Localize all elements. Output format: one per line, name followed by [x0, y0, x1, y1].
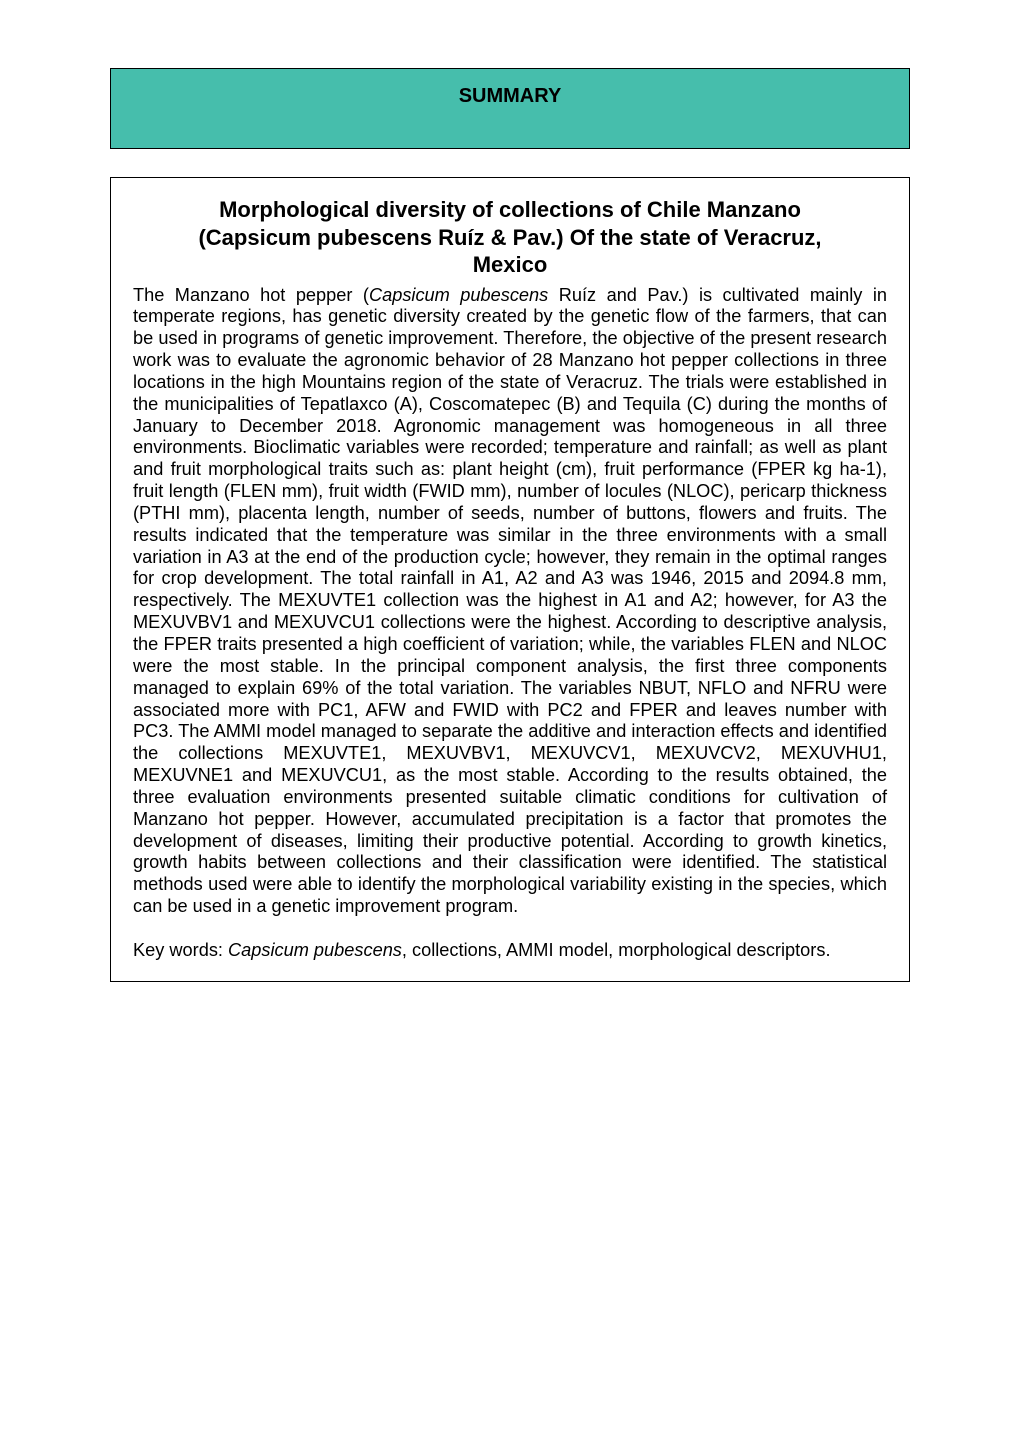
abstract-paragraph: The Manzano hot pepper (Capsicum pubesce…	[133, 285, 887, 918]
summary-header-label: SUMMARY	[459, 85, 562, 107]
content-box: Morphological diversity of collections o…	[110, 177, 910, 982]
spacer	[133, 918, 887, 938]
keywords-species-name: Capsicum pubescens	[228, 940, 402, 960]
title-line-2: (Capsicum pubescens Ruíz & Pav.) Of the …	[198, 225, 821, 250]
keywords-paragraph: Key words: Capsicum pubescens, collectio…	[133, 938, 887, 963]
abstract-species-name: Capsicum pubescens	[369, 285, 548, 305]
page: SUMMARY Morphological diversity of colle…	[0, 0, 1020, 1062]
keywords-prefix: Key words:	[133, 940, 228, 960]
abstract-post-species: Ruíz and Pav.) is cultivated mainly in t…	[133, 285, 887, 917]
abstract-pre-species: The Manzano hot pepper (	[133, 285, 369, 305]
article-title: Morphological diversity of collections o…	[133, 196, 887, 279]
keywords-rest: , collections, AMMI model, morphological…	[402, 940, 831, 960]
title-line-3: Mexico	[473, 252, 548, 277]
summary-header-band: SUMMARY	[110, 68, 910, 149]
title-line-1: Morphological diversity of collections o…	[219, 197, 801, 222]
